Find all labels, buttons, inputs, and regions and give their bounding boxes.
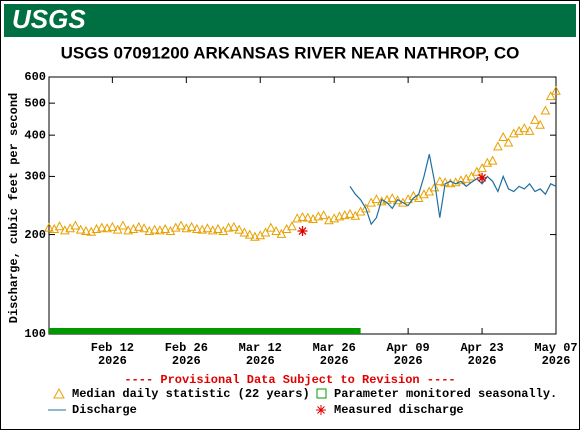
median-marker: [530, 114, 540, 124]
y-tick-label: 500: [24, 96, 46, 110]
y-axis-label: Discharge, cubic feet per second: [7, 93, 21, 323]
median-marker: [202, 223, 213, 233]
measured-marker: [477, 172, 488, 183]
median-marker: [498, 131, 509, 141]
median-marker: [234, 224, 244, 234]
median-marker: [44, 222, 54, 232]
median-marker: [133, 221, 144, 231]
x-tick-label: May 07: [534, 341, 577, 355]
median-marker: [339, 210, 350, 220]
legend-label: Discharge: [72, 403, 137, 417]
median-marker: [361, 203, 371, 213]
x-tick-label: Apr 09: [387, 341, 430, 355]
median-marker: [96, 222, 107, 232]
median-marker: [271, 225, 281, 236]
median-marker: [176, 220, 186, 230]
median-marker: [149, 224, 160, 234]
median-marker: [118, 220, 128, 230]
legend-label: Median daily statistic (22 years): [72, 387, 310, 401]
header-band: [4, 4, 576, 37]
median-marker: [260, 227, 271, 237]
median-marker: [81, 225, 91, 236]
x-tick-label: 2026: [98, 354, 127, 368]
median-marker: [192, 223, 202, 233]
median-marker: [493, 141, 503, 151]
x-tick-label: Apr 23: [460, 341, 503, 355]
median-marker: [434, 176, 445, 186]
median-marker: [276, 228, 287, 238]
x-tick-label: 2026: [246, 354, 275, 368]
x-tick-label: 2026: [320, 354, 349, 368]
median-marker: [70, 220, 81, 230]
median-marker: [350, 210, 361, 220]
x-tick-label: 2026: [468, 354, 497, 368]
y-tick-label: 400: [24, 128, 46, 142]
legend: Median daily statistic (22 years) Discha…: [48, 387, 557, 417]
median-marker: [545, 91, 556, 101]
legend-label: Measured discharge: [334, 403, 464, 417]
median-marker: [551, 85, 561, 95]
median-marker: [334, 211, 345, 221]
median-marker: [160, 223, 171, 233]
median-marker: [487, 155, 498, 165]
median-marker: [392, 195, 403, 205]
legend-symbol: [53, 387, 65, 399]
median-marker: [107, 221, 118, 231]
median-marker: [287, 221, 297, 231]
median-marker: [239, 227, 250, 237]
median-marker: [519, 123, 530, 133]
median-marker: [213, 223, 223, 233]
median-marker: [387, 192, 398, 203]
median-marker: [265, 222, 276, 232]
median-marker: [371, 194, 382, 204]
x-tick-label: 2026: [394, 354, 423, 368]
y-tick-label: 100: [24, 327, 46, 341]
x-tick-label: Mar 12: [239, 341, 282, 355]
median-marker: [297, 211, 308, 222]
legend-symbol: [316, 405, 326, 415]
x-tick-label: Mar 26: [313, 341, 356, 355]
median-marker: [477, 163, 487, 173]
median-marker: [345, 208, 355, 218]
median-marker: [318, 210, 329, 220]
median-marker: [445, 178, 456, 188]
legend-symbol: [316, 388, 327, 399]
provisional-note: ---- Provisional Data Subject to Revisio…: [124, 373, 455, 387]
median-marker: [244, 229, 255, 239]
median-marker: [54, 221, 65, 231]
seasonal-bar: [49, 328, 361, 334]
median-marker: [302, 212, 313, 222]
median-marker: [186, 221, 197, 231]
median-marker: [535, 119, 545, 129]
median-marker: [503, 137, 514, 147]
logo: USGS: [12, 4, 86, 34]
x-tick-label: Feb 26: [165, 341, 208, 355]
discharge-line: [349, 154, 557, 226]
x-tick-label: 2026: [172, 354, 201, 368]
median-marker: [466, 171, 477, 181]
measured-marker: [297, 226, 308, 237]
x-tick-label: Feb 12: [91, 341, 134, 355]
x-tick-label: 2026: [542, 354, 571, 368]
median-marker: [229, 221, 239, 231]
median-marker: [292, 213, 303, 223]
median-marker: [540, 105, 551, 115]
median-marker: [75, 224, 86, 234]
chart-title: USGS 07091200 ARKANSAS RIVER NEAR NATHRO…: [61, 43, 520, 62]
median-marker: [223, 222, 234, 232]
y-tick-label: 200: [24, 228, 46, 242]
y-tick-label: 600: [24, 70, 46, 84]
median-marker: [139, 223, 149, 233]
median-marker: [408, 190, 419, 200]
y-tick-label: 300: [24, 170, 46, 184]
median-marker: [313, 211, 324, 221]
median-marker: [524, 125, 535, 135]
legend-label: Parameter monitored seasonally.: [334, 387, 557, 401]
median-marker: [429, 182, 440, 192]
